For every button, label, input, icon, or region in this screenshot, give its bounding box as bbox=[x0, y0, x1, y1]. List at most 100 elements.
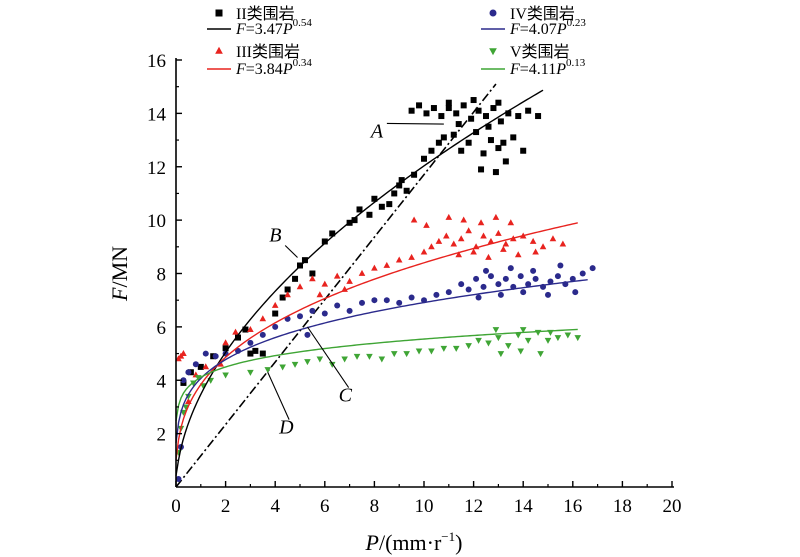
annotation-layer: A B C D bbox=[267, 120, 444, 439]
data-point-series-4 bbox=[495, 335, 502, 342]
y-axis-title: F/MN bbox=[107, 246, 132, 302]
y-tick-label: 14 bbox=[147, 104, 167, 125]
legend-fit-formula: F=3.84P0.34 bbox=[235, 57, 312, 78]
x-tick-label: 2 bbox=[221, 496, 231, 517]
data-point-series-1 bbox=[453, 110, 460, 117]
data-point-series-1 bbox=[445, 99, 452, 106]
data-point-series-4 bbox=[514, 332, 522, 339]
data-point-series-3 bbox=[530, 267, 537, 274]
reference-line bbox=[175, 83, 497, 488]
data-point-series-4 bbox=[534, 329, 542, 336]
data-point-series-3 bbox=[212, 353, 219, 360]
x-tick-label: 0 bbox=[171, 496, 181, 517]
legend-fit-formula: F=4.11P0.13 bbox=[509, 57, 586, 78]
data-point-series-2 bbox=[477, 219, 485, 226]
data-point-series-1 bbox=[272, 310, 279, 317]
data-point-series-1 bbox=[485, 123, 492, 130]
data-point-series-1 bbox=[483, 113, 489, 120]
data-point-series-3 bbox=[475, 294, 482, 301]
data-point-series-1 bbox=[490, 105, 497, 112]
data-point-series-1 bbox=[495, 145, 502, 152]
data-point-series-2 bbox=[202, 363, 210, 370]
data-point-series-3 bbox=[175, 475, 182, 482]
data-point-series-2 bbox=[420, 248, 428, 255]
data-point-series-3 bbox=[202, 350, 209, 357]
data-point-series-3 bbox=[572, 289, 579, 296]
data-point-series-2 bbox=[500, 245, 507, 252]
data-point-series-3 bbox=[371, 297, 378, 304]
x-tick-label: 6 bbox=[320, 496, 330, 517]
legend-marker bbox=[215, 9, 223, 17]
data-point-series-4 bbox=[378, 356, 386, 363]
data-point-series-3 bbox=[383, 297, 390, 304]
data-point-series-4 bbox=[544, 337, 552, 344]
data-point-series-4 bbox=[190, 380, 197, 387]
data-point-series-3 bbox=[554, 273, 561, 280]
data-point-series-2 bbox=[445, 213, 453, 220]
data-point-series-1 bbox=[435, 139, 442, 146]
data-point-series-1 bbox=[416, 102, 423, 109]
data-point-series-1 bbox=[351, 217, 358, 224]
data-point-series-2 bbox=[309, 275, 316, 282]
data-point-series-2 bbox=[495, 229, 502, 236]
data-point-series-1 bbox=[500, 139, 507, 146]
legend-series-name: IV类围岩 bbox=[510, 5, 575, 23]
x-tick-label: 4 bbox=[270, 496, 280, 517]
data-point-series-2 bbox=[271, 301, 279, 308]
data-point-series-4 bbox=[564, 332, 572, 339]
legend-marker bbox=[489, 48, 497, 56]
data-point-series-2 bbox=[383, 261, 391, 268]
data-point-series-1 bbox=[520, 147, 527, 154]
annotation-leader-C bbox=[306, 326, 350, 388]
data-point-series-3 bbox=[458, 281, 465, 288]
data-point-series-2 bbox=[222, 339, 229, 346]
data-point-series-3 bbox=[497, 291, 504, 298]
data-point-series-1 bbox=[421, 155, 427, 162]
data-point-series-3 bbox=[525, 281, 532, 288]
legend-fit-formula: F=4.07P0.23 bbox=[509, 17, 586, 38]
data-point-series-1 bbox=[535, 113, 542, 120]
data-point-series-1 bbox=[396, 182, 403, 189]
data-point-series-2 bbox=[395, 256, 403, 263]
data-point-series-1 bbox=[502, 158, 509, 165]
data-point-series-1 bbox=[478, 166, 485, 173]
data-point-series-2 bbox=[296, 283, 304, 290]
data-point-series-1 bbox=[495, 99, 502, 106]
x-tick-label: 12 bbox=[464, 496, 483, 517]
data-point-series-2 bbox=[532, 248, 539, 255]
x-tick-label: 20 bbox=[663, 496, 682, 517]
data-point-series-3 bbox=[259, 331, 266, 338]
data-point-series-1 bbox=[480, 150, 487, 157]
data-point-series-3 bbox=[465, 286, 472, 293]
data-point-series-4 bbox=[291, 361, 299, 368]
data-point-series-4 bbox=[182, 404, 190, 411]
data-point-series-3 bbox=[473, 275, 480, 282]
data-point-series-3 bbox=[487, 273, 494, 280]
data-point-series-4 bbox=[316, 356, 324, 363]
legend: II类围岩F=3.47P0.54III类围岩F=3.84P0.34IV类围岩F=… bbox=[207, 5, 586, 78]
data-point-series-1 bbox=[525, 107, 532, 114]
data-point-series-1 bbox=[428, 147, 435, 154]
data-point-series-4 bbox=[519, 327, 527, 334]
data-point-series-1 bbox=[465, 139, 472, 146]
data-point-series-2 bbox=[333, 272, 341, 279]
data-point-series-1 bbox=[423, 110, 430, 117]
data-point-series-4 bbox=[475, 337, 482, 344]
data-point-series-2 bbox=[408, 253, 415, 260]
annotation-leader-A bbox=[386, 122, 444, 125]
data-point-series-3 bbox=[483, 267, 489, 274]
data-point-series-1 bbox=[378, 203, 385, 210]
data-point-series-4 bbox=[415, 348, 423, 355]
data-point-series-2 bbox=[371, 264, 378, 271]
data-point-series-1 bbox=[458, 147, 465, 154]
data-point-series-1 bbox=[329, 230, 336, 237]
data-point-series-2 bbox=[549, 235, 557, 242]
data-point-series-3 bbox=[480, 283, 487, 290]
data-point-series-4 bbox=[264, 367, 272, 374]
y-tick-label: 8 bbox=[157, 265, 167, 286]
y-tick-label: 2 bbox=[157, 425, 167, 446]
data-point-series-3 bbox=[359, 299, 365, 306]
data-point-series-1 bbox=[292, 275, 299, 282]
data-point-series-2 bbox=[316, 291, 324, 298]
data-point-series-2 bbox=[346, 277, 353, 284]
